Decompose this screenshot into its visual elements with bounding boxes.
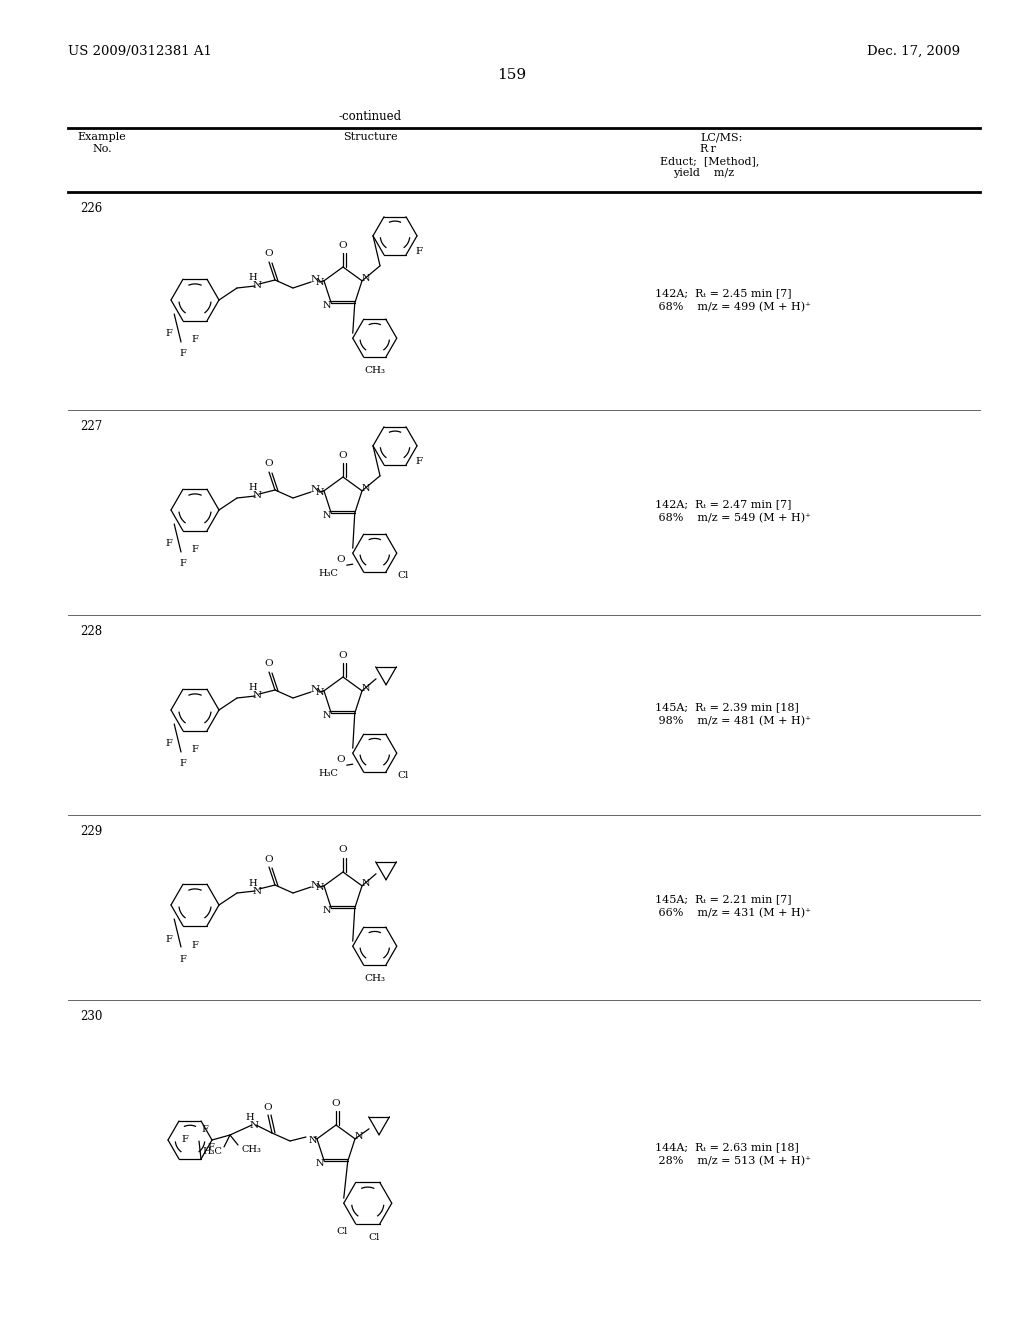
Text: O: O bbox=[332, 1098, 340, 1107]
Text: H: H bbox=[249, 483, 257, 492]
Text: N: N bbox=[323, 710, 332, 719]
Text: F: F bbox=[166, 330, 172, 338]
Text: F: F bbox=[179, 350, 186, 359]
Text: N: N bbox=[310, 276, 319, 285]
Text: 226: 226 bbox=[80, 202, 102, 215]
Text: N: N bbox=[361, 684, 371, 693]
Text: F: F bbox=[181, 1135, 188, 1143]
Text: -continued: -continued bbox=[339, 110, 401, 123]
Text: H₃C: H₃C bbox=[318, 768, 339, 777]
Text: 142A;  Rₜ = 2.45 min [7]: 142A; Rₜ = 2.45 min [7] bbox=[655, 288, 792, 298]
Text: F: F bbox=[202, 1125, 209, 1134]
Text: 229: 229 bbox=[80, 825, 102, 838]
Text: F: F bbox=[179, 560, 186, 569]
Text: 145A;  Rₜ = 2.39 min [18]: 145A; Rₜ = 2.39 min [18] bbox=[655, 702, 799, 711]
Text: N: N bbox=[253, 491, 261, 500]
Text: N: N bbox=[315, 883, 325, 892]
Text: N: N bbox=[354, 1133, 364, 1142]
Text: Dec. 17, 2009: Dec. 17, 2009 bbox=[867, 45, 961, 58]
Text: F: F bbox=[208, 1143, 214, 1151]
Text: O: O bbox=[264, 854, 273, 863]
Text: F: F bbox=[416, 247, 423, 256]
Text: yield    m/z: yield m/z bbox=[673, 168, 734, 178]
Text: F: F bbox=[179, 954, 186, 964]
Text: Structure: Structure bbox=[343, 132, 397, 143]
Text: F: F bbox=[416, 457, 423, 466]
Text: 144A;  Rₜ = 2.63 min [18]: 144A; Rₜ = 2.63 min [18] bbox=[655, 1142, 799, 1152]
Text: N: N bbox=[361, 879, 371, 888]
Text: 142A;  Rₜ = 2.47 min [7]: 142A; Rₜ = 2.47 min [7] bbox=[655, 499, 792, 510]
Text: H: H bbox=[246, 1113, 254, 1122]
Text: Example
No.: Example No. bbox=[78, 132, 126, 153]
Text: Cl: Cl bbox=[368, 1233, 380, 1242]
Text: 228: 228 bbox=[80, 624, 102, 638]
Text: F: F bbox=[191, 335, 199, 345]
Text: N: N bbox=[310, 880, 319, 890]
Text: N: N bbox=[310, 685, 319, 694]
Text: Cl: Cl bbox=[397, 771, 409, 780]
Text: O: O bbox=[264, 249, 273, 259]
Text: CH₃: CH₃ bbox=[365, 366, 385, 375]
Text: N: N bbox=[315, 688, 325, 697]
Text: N: N bbox=[250, 1121, 259, 1130]
Text: LC/MS:: LC/MS: bbox=[700, 132, 742, 143]
Text: 98%    m/z = 481 (M + H)⁺: 98% m/z = 481 (M + H)⁺ bbox=[655, 715, 811, 726]
Text: 28%    m/z = 513 (M + H)⁺: 28% m/z = 513 (M + H)⁺ bbox=[655, 1156, 811, 1166]
Text: F: F bbox=[191, 545, 199, 554]
Text: N: N bbox=[310, 486, 319, 495]
Text: O: O bbox=[339, 651, 347, 660]
Text: H: H bbox=[249, 879, 257, 887]
Text: 68%    m/z = 549 (M + H)⁺: 68% m/z = 549 (M + H)⁺ bbox=[655, 513, 811, 524]
Text: F: F bbox=[191, 940, 199, 949]
Text: H₃C: H₃C bbox=[202, 1147, 222, 1155]
Text: F: F bbox=[166, 739, 172, 748]
Text: CH₃: CH₃ bbox=[365, 974, 385, 982]
Text: N: N bbox=[323, 906, 332, 915]
Text: N: N bbox=[253, 281, 261, 290]
Text: R r: R r bbox=[700, 144, 716, 154]
Text: O: O bbox=[337, 554, 345, 564]
Text: Educt;  [Method],: Educt; [Method], bbox=[660, 156, 760, 166]
Text: N: N bbox=[315, 488, 325, 498]
Text: N: N bbox=[316, 1159, 325, 1168]
Text: O: O bbox=[339, 450, 347, 459]
Text: N: N bbox=[361, 484, 371, 494]
Text: N: N bbox=[308, 1137, 317, 1146]
Text: O: O bbox=[337, 755, 345, 764]
Text: 230: 230 bbox=[80, 1010, 102, 1023]
Text: Cl: Cl bbox=[397, 570, 409, 579]
Text: 68%    m/z = 499 (M + H)⁺: 68% m/z = 499 (M + H)⁺ bbox=[655, 302, 811, 312]
Text: N: N bbox=[323, 301, 332, 310]
Text: F: F bbox=[179, 759, 186, 768]
Text: O: O bbox=[339, 240, 347, 249]
Text: O: O bbox=[264, 660, 273, 668]
Text: O: O bbox=[339, 846, 347, 854]
Text: N: N bbox=[253, 692, 261, 701]
Text: H₃C: H₃C bbox=[318, 569, 339, 578]
Text: Cl: Cl bbox=[336, 1226, 347, 1236]
Text: F: F bbox=[166, 935, 172, 944]
Text: O: O bbox=[264, 459, 273, 469]
Text: N: N bbox=[323, 511, 332, 520]
Text: N: N bbox=[361, 275, 371, 284]
Text: H: H bbox=[249, 684, 257, 693]
Text: H: H bbox=[249, 273, 257, 282]
Text: 159: 159 bbox=[498, 69, 526, 82]
Text: F: F bbox=[166, 540, 172, 549]
Text: 66%    m/z = 431 (M + H)⁺: 66% m/z = 431 (M + H)⁺ bbox=[655, 908, 811, 919]
Text: CH₃: CH₃ bbox=[242, 1144, 262, 1154]
Text: N: N bbox=[253, 887, 261, 895]
Text: N: N bbox=[315, 279, 325, 288]
Text: F: F bbox=[191, 746, 199, 755]
Text: O: O bbox=[264, 1102, 272, 1111]
Text: 227: 227 bbox=[80, 420, 102, 433]
Text: 145A;  Rₜ = 2.21 min [7]: 145A; Rₜ = 2.21 min [7] bbox=[655, 895, 792, 904]
Text: US 2009/0312381 A1: US 2009/0312381 A1 bbox=[68, 45, 212, 58]
